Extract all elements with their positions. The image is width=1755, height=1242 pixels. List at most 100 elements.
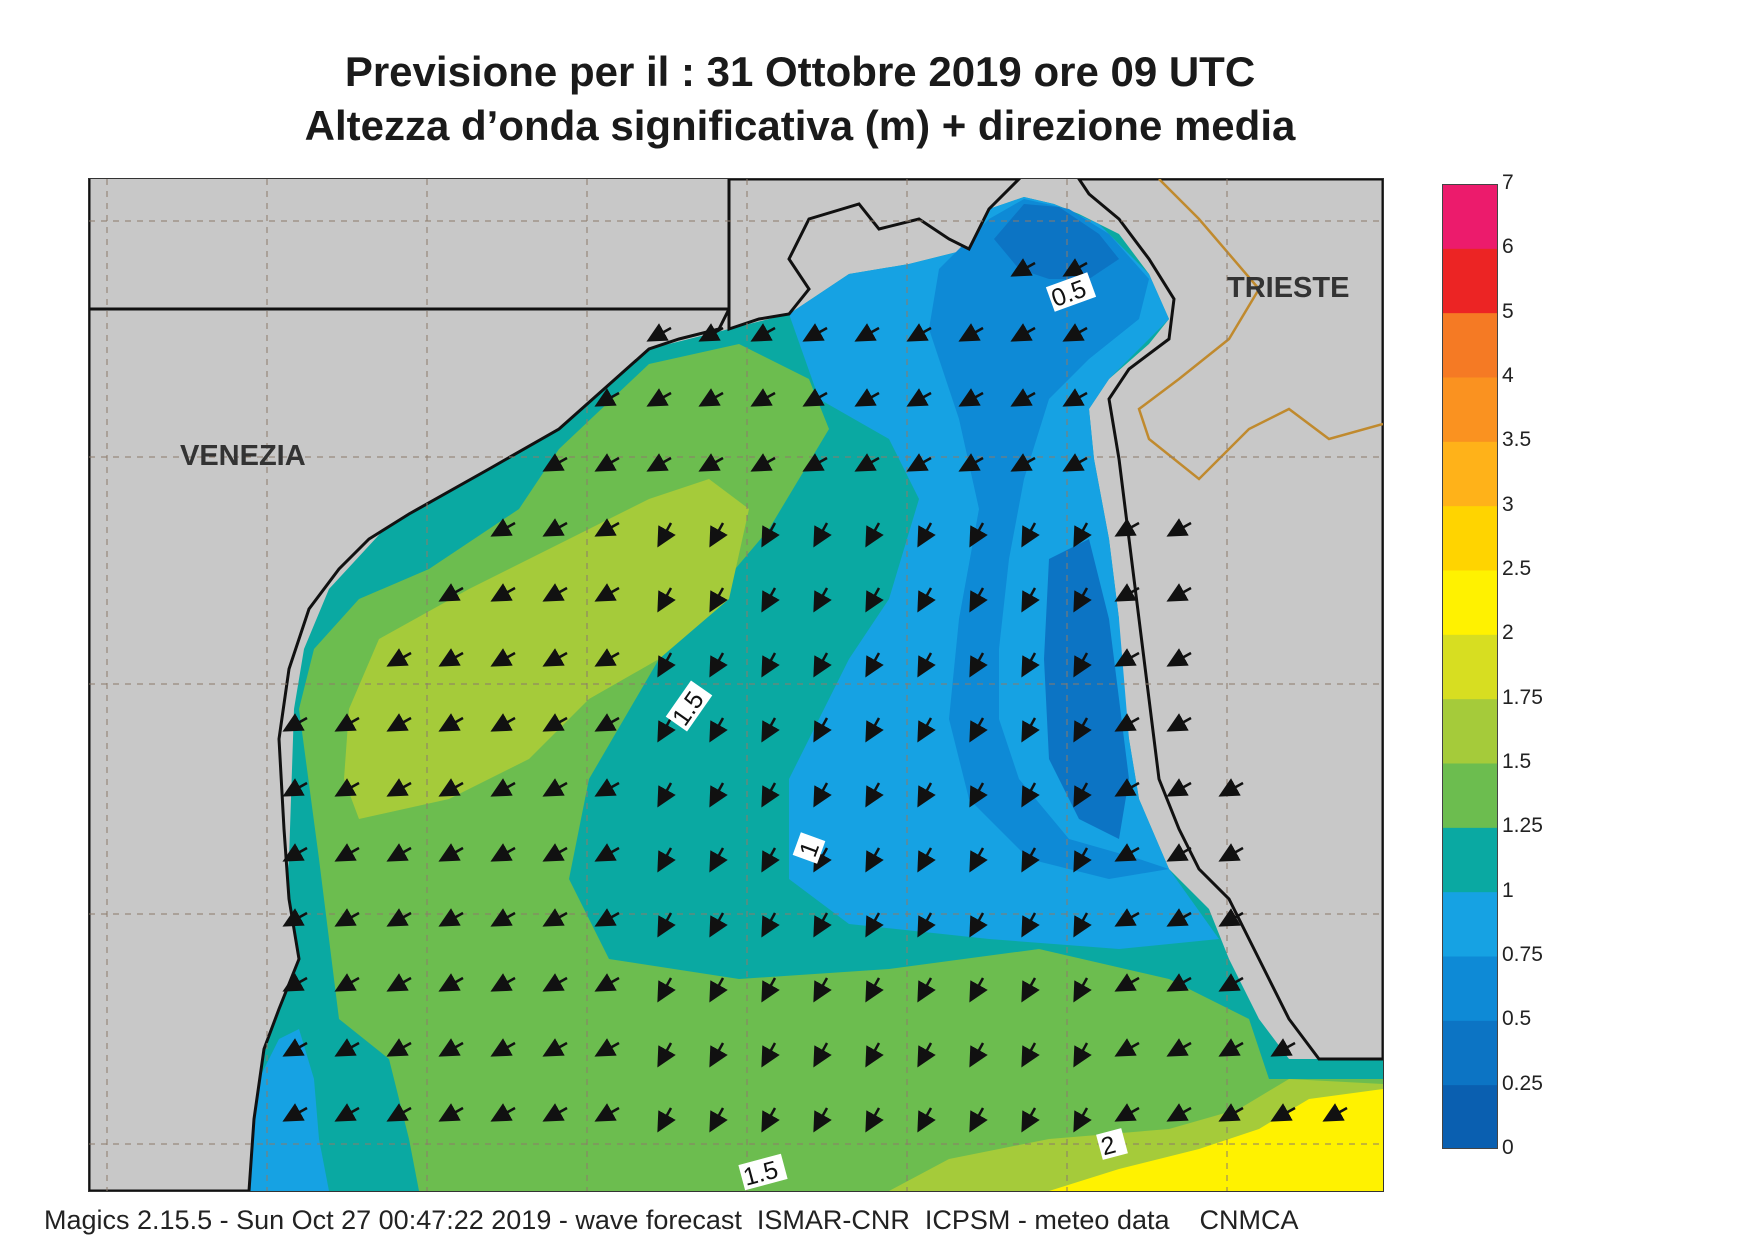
- wave-direction-arrow: [698, 388, 724, 407]
- wave-direction-arrow: [865, 847, 884, 873]
- wave-direction-arrow: [594, 973, 620, 992]
- wave-direction-arrow: [761, 977, 780, 1003]
- wave-direction-arrow: [490, 583, 516, 602]
- wave-direction-arrow: [1114, 908, 1140, 927]
- legend-label: 1.5: [1502, 750, 1532, 773]
- legend-color-band: [1442, 377, 1498, 442]
- wave-direction-arrow: [438, 1038, 464, 1057]
- wave-direction-arrow: [1021, 522, 1040, 548]
- color-scale-legend: [1442, 184, 1498, 1149]
- legend-label: 1: [1502, 878, 1514, 902]
- wave-direction-arrow: [1021, 782, 1040, 808]
- wave-direction-arrow: [917, 782, 936, 808]
- wave-direction-arrow: [1073, 587, 1092, 613]
- wave-direction-arrow: [594, 388, 620, 407]
- wave-direction-arrow: [490, 843, 516, 862]
- wave-direction-arrow: [334, 908, 360, 927]
- wave-direction-arrow: [1021, 587, 1040, 613]
- wave-direction-arrow: [813, 977, 832, 1003]
- wave-direction-arrow: [865, 782, 884, 808]
- wave-direction-arrow: [490, 778, 516, 797]
- wave-direction-arrow: [542, 583, 568, 602]
- wave-direction-arrow: [917, 1042, 936, 1068]
- wave-direction-arrow: [490, 1038, 516, 1057]
- wave-direction-arrow: [438, 713, 464, 732]
- wave-direction-arrow: [709, 847, 728, 873]
- wave-direction-arrow: [969, 977, 988, 1003]
- wave-direction-arrow: [657, 717, 676, 743]
- wave-direction-arrow: [1073, 717, 1092, 743]
- wave-direction-arrow: [698, 323, 724, 342]
- wave-direction-arrow: [709, 587, 728, 613]
- wave-direction-arrow: [917, 717, 936, 743]
- legend-color-band: [1442, 634, 1498, 700]
- wave-direction-arrow: [906, 388, 932, 407]
- wave-direction-arrow: [1062, 258, 1088, 277]
- wave-direction-arrow: [1114, 648, 1140, 667]
- wave-direction-arrow: [646, 453, 672, 472]
- wave-direction-arrow: [1270, 1038, 1296, 1057]
- footer-credits: Magics 2.15.5 - Sun Oct 27 00:47:22 2019…: [44, 1205, 1299, 1235]
- wave-direction-arrow: [542, 518, 568, 537]
- wave-direction-arrow: [438, 973, 464, 992]
- wave-direction-arrow: [542, 973, 568, 992]
- wave-direction-arrow: [1114, 973, 1140, 992]
- wave-direction-arrow: [386, 843, 412, 862]
- wave-direction-arrow: [761, 717, 780, 743]
- wave-direction-arrow: [594, 908, 620, 927]
- wave-direction-arrow: [542, 908, 568, 927]
- country-border: [1137, 179, 1383, 481]
- wave-direction-arrow: [542, 453, 568, 472]
- wave-direction-arrow: [657, 782, 676, 808]
- wave-direction-arrow: [282, 1038, 308, 1057]
- map-title: Previsione per il : 31 Ottobre 2019 ore …: [344, 48, 1256, 95]
- wave-direction-arrow: [282, 843, 308, 862]
- legend-color-band: [1442, 827, 1498, 893]
- legend-label: 3.5: [1502, 428, 1532, 452]
- wave-direction-arrow: [1062, 453, 1088, 472]
- wave-direction-arrow: [594, 583, 620, 602]
- wave-direction-arrow: [865, 977, 884, 1003]
- wave-zone-0.5-0.75: [929, 199, 1169, 879]
- wave-direction-arrow: [1114, 843, 1140, 862]
- wave-direction-arrow: [854, 323, 880, 342]
- wave-direction-arrow: [1021, 847, 1040, 873]
- wave-direction-arrow: [542, 778, 568, 797]
- wave-direction-arrow: [1166, 648, 1192, 667]
- wave-direction-arrow: [282, 973, 308, 992]
- wave-direction-arrow: [386, 713, 412, 732]
- wave-direction-arrow: [709, 522, 728, 548]
- wave-direction-arrow: [802, 388, 828, 407]
- wave-direction-arrow: [1166, 908, 1192, 927]
- legend-label: 2: [1502, 621, 1514, 645]
- wave-direction-arrow: [969, 1042, 988, 1068]
- wave-direction-arrow: [282, 908, 308, 927]
- wave-direction-arrow: [813, 912, 832, 938]
- wave-direction-arrow: [865, 912, 884, 938]
- wave-direction-arrow: [1166, 518, 1192, 537]
- wave-direction-arrow: [646, 323, 672, 342]
- legend-color-band: [1442, 1084, 1498, 1149]
- wave-direction-arrow: [334, 843, 360, 862]
- city-label-venezia: VENEZIA: [180, 440, 306, 472]
- wave-direction-arrows: [282, 258, 1348, 1133]
- wave-direction-arrow: [761, 587, 780, 613]
- wave-direction-arrow: [1073, 652, 1092, 678]
- wave-direction-arrow: [1114, 518, 1140, 537]
- legend-color-band: [1442, 891, 1498, 957]
- wave-direction-arrow: [1114, 713, 1140, 732]
- wave-direction-arrow: [594, 1103, 620, 1122]
- legend-label: 1.75: [1502, 685, 1543, 709]
- wave-direction-arrow: [906, 453, 932, 472]
- wave-direction-arrow: [969, 1107, 988, 1133]
- wave-direction-arrow: [1114, 778, 1140, 797]
- legend-color-band: [1442, 1020, 1498, 1086]
- wave-direction-arrow: [958, 388, 984, 407]
- wave-direction-arrow: [854, 388, 880, 407]
- wave-direction-arrow: [334, 973, 360, 992]
- wave-direction-arrow: [657, 1107, 676, 1133]
- wave-direction-arrow: [282, 778, 308, 797]
- wave-direction-arrow: [813, 1042, 832, 1068]
- legend-label: 7: [1502, 171, 1514, 194]
- wave-direction-arrow: [490, 648, 516, 667]
